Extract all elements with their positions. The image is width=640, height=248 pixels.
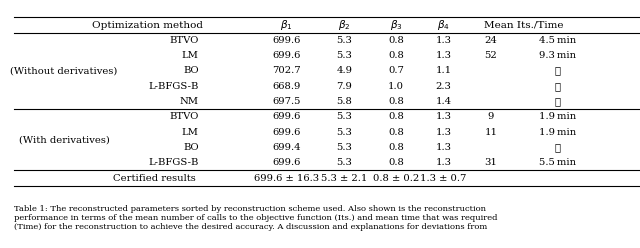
Text: 5.3: 5.3: [337, 128, 353, 137]
Text: 1.3: 1.3: [435, 158, 451, 167]
Text: 5.3: 5.3: [337, 143, 353, 152]
Text: 5.3 ± 2.1: 5.3 ± 2.1: [321, 174, 368, 183]
Text: 4.9: 4.9: [337, 66, 353, 75]
Text: 1.9 min: 1.9 min: [539, 128, 576, 137]
Text: 1.3: 1.3: [435, 143, 451, 152]
Text: 1.3: 1.3: [435, 128, 451, 137]
Text: (With derivatives): (With derivatives): [19, 135, 109, 144]
Text: NM: NM: [180, 97, 198, 106]
Text: ∅: ∅: [554, 143, 561, 152]
Text: Table 1: The reconstructed parameters sorted by reconstruction scheme used. Also: Table 1: The reconstructed parameters so…: [14, 205, 497, 231]
Text: 1.4: 1.4: [435, 97, 451, 106]
Text: Mean Its./Time: Mean Its./Time: [484, 21, 564, 30]
Text: Certified results: Certified results: [113, 174, 196, 183]
Text: $\beta_4$: $\beta_4$: [437, 18, 450, 32]
Text: 0.8: 0.8: [388, 97, 404, 106]
Text: LM: LM: [182, 51, 198, 60]
Text: 9.3 min: 9.3 min: [539, 51, 576, 60]
Text: LM: LM: [182, 128, 198, 137]
Text: 668.9: 668.9: [272, 82, 301, 91]
Text: 11: 11: [484, 128, 497, 137]
Text: L-BFGS-B: L-BFGS-B: [148, 82, 198, 91]
Text: 5.3: 5.3: [337, 112, 353, 121]
Text: 0.8 ± 0.2: 0.8 ± 0.2: [372, 174, 419, 183]
Text: L-BFGS-B: L-BFGS-B: [148, 158, 198, 167]
Text: 0.8: 0.8: [388, 112, 404, 121]
Text: 4.5 min: 4.5 min: [539, 36, 576, 45]
Text: 5.8: 5.8: [337, 97, 353, 106]
Text: 5.3: 5.3: [337, 36, 353, 45]
Text: 699.6: 699.6: [272, 51, 301, 60]
Text: ∅: ∅: [554, 97, 561, 106]
Text: ∅: ∅: [554, 82, 561, 91]
Text: 699.6: 699.6: [272, 112, 301, 121]
Text: BO: BO: [183, 143, 198, 152]
Text: 31: 31: [484, 158, 497, 167]
Text: 699.6: 699.6: [272, 158, 301, 167]
Text: 1.3: 1.3: [435, 36, 451, 45]
Text: 0.8: 0.8: [388, 51, 404, 60]
Text: $\beta_1$: $\beta_1$: [280, 18, 292, 32]
Text: 0.8: 0.8: [388, 128, 404, 137]
Text: 1.3: 1.3: [435, 112, 451, 121]
Text: BTVO: BTVO: [170, 112, 198, 121]
Text: 0.7: 0.7: [388, 66, 404, 75]
Text: 5.5 min: 5.5 min: [539, 158, 576, 167]
Text: 9: 9: [488, 112, 494, 121]
Text: 5.3: 5.3: [337, 158, 353, 167]
Text: 1.9 min: 1.9 min: [539, 112, 576, 121]
Text: 24: 24: [484, 36, 497, 45]
Text: 7.9: 7.9: [337, 82, 353, 91]
Text: 1.3 ± 0.7: 1.3 ± 0.7: [420, 174, 467, 183]
Text: 1.1: 1.1: [435, 66, 451, 75]
Text: 5.3: 5.3: [337, 51, 353, 60]
Text: $\beta_2$: $\beta_2$: [339, 18, 351, 32]
Text: 699.6: 699.6: [272, 36, 301, 45]
Text: 699.4: 699.4: [272, 143, 301, 152]
Text: 0.8: 0.8: [388, 158, 404, 167]
Text: 697.5: 697.5: [272, 97, 301, 106]
Text: 699.6 ± 16.3: 699.6 ± 16.3: [253, 174, 319, 183]
Text: 699.6: 699.6: [272, 128, 301, 137]
Text: BTVO: BTVO: [170, 36, 198, 45]
Text: 52: 52: [484, 51, 497, 60]
Text: 0.8: 0.8: [388, 143, 404, 152]
Text: (Without derivatives): (Without derivatives): [10, 66, 118, 75]
Text: Optimization method: Optimization method: [92, 21, 202, 30]
Text: 1.0: 1.0: [388, 82, 404, 91]
Text: 0.8: 0.8: [388, 36, 404, 45]
Text: BO: BO: [183, 66, 198, 75]
Text: 702.7: 702.7: [272, 66, 301, 75]
Text: ∅: ∅: [554, 66, 561, 75]
Text: 2.3: 2.3: [435, 82, 451, 91]
Text: $\beta_3$: $\beta_3$: [390, 18, 402, 32]
Text: 1.3: 1.3: [435, 51, 451, 60]
